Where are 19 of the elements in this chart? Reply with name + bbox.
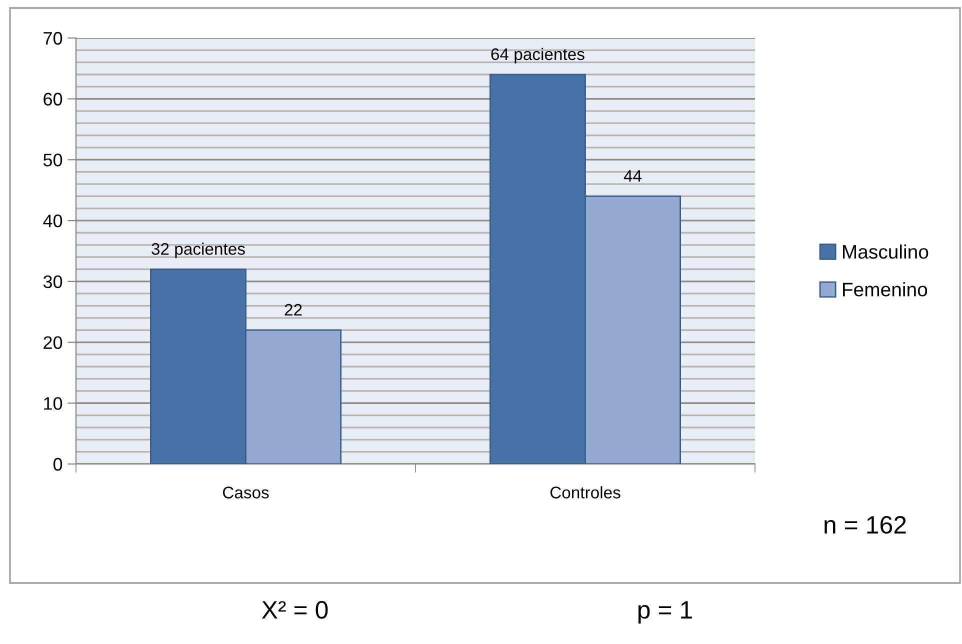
y-tick-label: 0 [53, 458, 62, 471]
data-label: 32 pacientes [152, 242, 245, 258]
x-tick-label: Controles [550, 486, 620, 498]
legend-label: Masculino [843, 244, 928, 259]
text: n = 162 [824, 516, 906, 534]
y-tick-label: 30 [43, 275, 62, 288]
data-label: 44 [624, 170, 642, 182]
x-tick-label: Casos [222, 486, 269, 498]
y-tick-label: 50 [43, 154, 62, 166]
data-label: 64 pacientes [491, 48, 584, 64]
legend-label: Femenino [843, 282, 928, 296]
y-tick-label: 60 [44, 92, 62, 106]
data-label: 22 [284, 304, 302, 316]
y-tick-label: 20 [44, 336, 62, 350]
text: X² = 0 [262, 601, 328, 619]
y-tick-label: 10 [44, 397, 62, 410]
y-tick-label: 70 [44, 32, 62, 45]
y-tick-label: 40 [43, 214, 62, 228]
text: p = 1 [638, 601, 692, 624]
